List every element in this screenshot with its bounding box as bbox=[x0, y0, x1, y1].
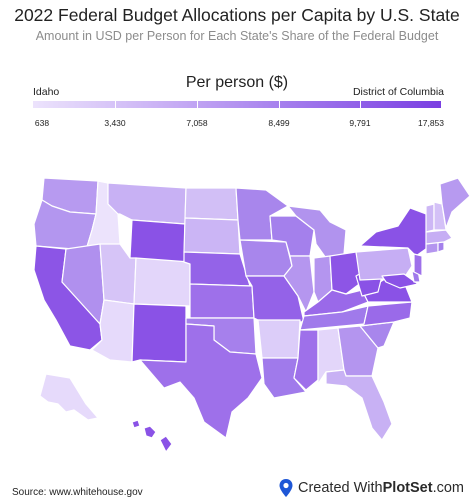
state-new-mexico[interactable] bbox=[131, 303, 187, 363]
state-new-jersey[interactable] bbox=[413, 253, 423, 277]
legend-tick-label: 9,791 bbox=[349, 118, 371, 128]
chart-subtitle: Amount in USD per Person for Each State'… bbox=[35, 29, 439, 43]
state-north-dakota[interactable] bbox=[184, 187, 239, 221]
legend-tick-label: 8,499 bbox=[268, 118, 290, 128]
state-new-hampshire[interactable] bbox=[433, 201, 447, 231]
legend-tick bbox=[197, 101, 198, 111]
brand-watermark: Created WithPlotSet.com bbox=[278, 478, 464, 498]
state-ohio[interactable] bbox=[329, 251, 363, 295]
state-pennsylvania[interactable] bbox=[355, 247, 413, 281]
brand-prefix: Created With bbox=[298, 480, 383, 496]
state-north-carolina[interactable] bbox=[359, 301, 413, 327]
state-florida[interactable] bbox=[325, 369, 393, 441]
state-south-dakota[interactable] bbox=[183, 217, 241, 255]
state-wyoming[interactable] bbox=[129, 219, 186, 263]
state-massachusetts[interactable] bbox=[425, 229, 453, 245]
brand-name: PlotSet bbox=[382, 480, 433, 496]
legend-min-label: Idaho bbox=[33, 86, 60, 98]
state-colorado[interactable] bbox=[133, 257, 191, 307]
legend-title: Per person ($) bbox=[185, 74, 289, 91]
state-rhode-island[interactable] bbox=[437, 241, 445, 253]
location-pin-icon bbox=[279, 479, 293, 497]
state-texas[interactable] bbox=[139, 323, 263, 439]
state-montana[interactable] bbox=[107, 182, 187, 225]
state-alaska[interactable] bbox=[39, 373, 99, 421]
legend-max-label: District of Columbia bbox=[352, 86, 444, 98]
brand-suffix: .com bbox=[432, 480, 464, 496]
state-arkansas[interactable] bbox=[257, 319, 301, 359]
state-hawaii[interactable] bbox=[131, 419, 173, 453]
us-states-map bbox=[33, 177, 471, 453]
state-vermont[interactable] bbox=[425, 203, 435, 233]
legend-tick-label: 3,430 bbox=[104, 118, 126, 128]
legend-tick bbox=[279, 101, 280, 111]
legend-color-scale bbox=[33, 101, 441, 108]
state-iowa[interactable] bbox=[239, 239, 293, 277]
state-maine[interactable] bbox=[439, 177, 471, 229]
state-illinois[interactable] bbox=[283, 255, 315, 313]
legend-tick bbox=[360, 101, 361, 111]
chart-title: 2022 Federal Budget Allocations per Capi… bbox=[14, 5, 460, 25]
state-maryland[interactable] bbox=[381, 273, 419, 289]
state-kansas[interactable] bbox=[189, 283, 255, 319]
legend-tick-label: 17,853 bbox=[418, 118, 444, 128]
source-note: Source: www.whitehouse.gov bbox=[12, 487, 143, 498]
legend-tick-label: 7,058 bbox=[186, 118, 208, 128]
legend-tick-label: 638 bbox=[34, 118, 50, 128]
legend-tick bbox=[115, 101, 116, 111]
state-nebraska[interactable] bbox=[183, 251, 251, 287]
